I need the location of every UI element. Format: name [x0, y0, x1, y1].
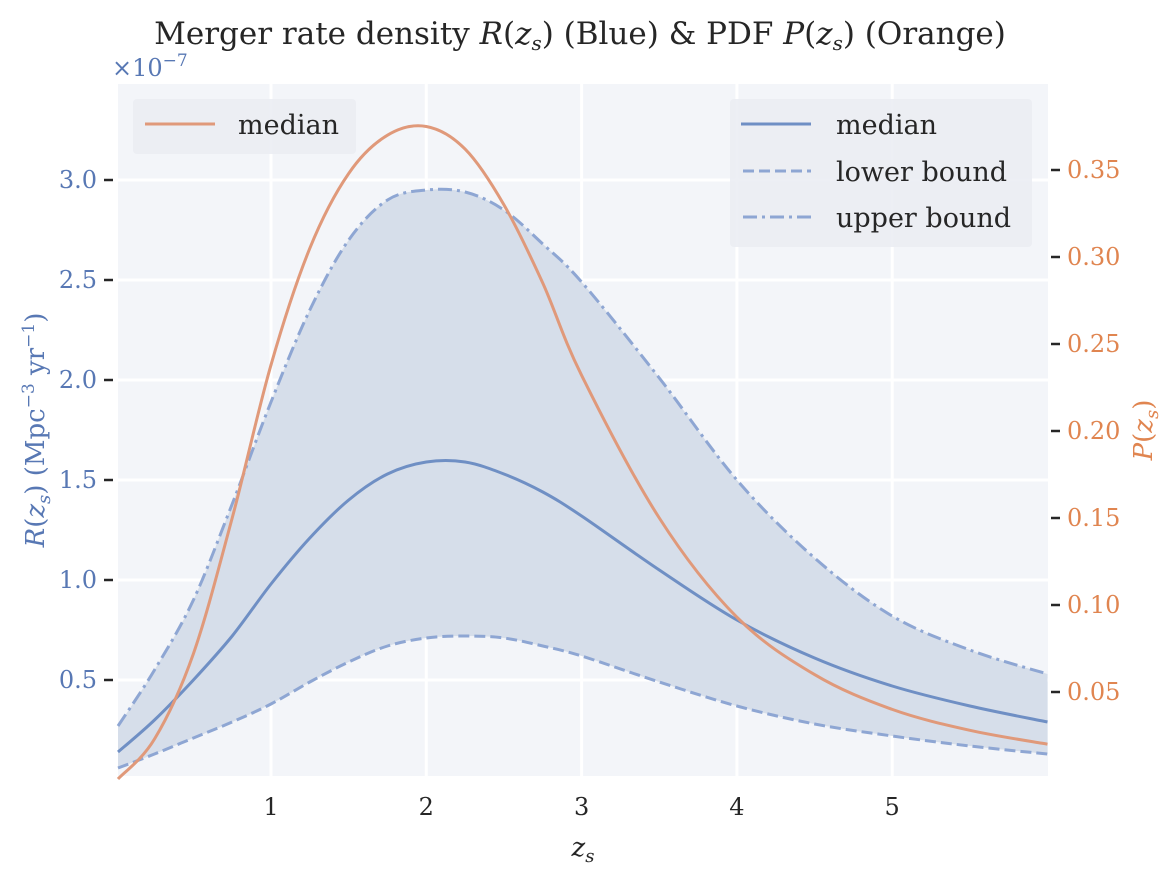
x-axis-ticks: 1 2 3 4 5: [263, 793, 899, 821]
left-y-tick-label: 2.0: [59, 366, 97, 394]
right-y-tick-label: 0.15: [1067, 504, 1120, 532]
right-y-tick-label: 0.10: [1067, 591, 1120, 619]
x-tick-label: 2: [419, 793, 434, 821]
right-y-tick-label: 0.25: [1067, 330, 1120, 358]
legend-label-pdf-median: median: [238, 110, 339, 141]
pdf-median-line: [116, 124, 1048, 781]
right-y-tick-label: 0.30: [1067, 243, 1120, 271]
left-y-tick-label: 1.5: [59, 466, 97, 494]
lower-bound-line: [117, 634, 1048, 770]
x-tick-label: 4: [729, 793, 744, 821]
left-y-tick-label: 0.5: [59, 666, 97, 694]
x-axis-label: zs: [571, 833, 595, 867]
right-y-tick-label: 0.05: [1067, 678, 1120, 706]
left-y-tick-label: 1.0: [59, 566, 97, 594]
median-rate-line: [117, 459, 1048, 754]
x-tick-label: 3: [574, 793, 589, 821]
left-y-axis-label: R(zs) (Mpc−3 yr−1): [19, 313, 55, 549]
legend-pdf: median: [133, 99, 356, 154]
left-axis-multiplier: ×10−7: [112, 51, 188, 82]
left-y-tick-label: 3.0: [59, 166, 97, 194]
left-y-tick-label: 2.5: [59, 266, 97, 294]
legend-label-lower-bound: lower bound: [836, 157, 1007, 188]
legend-rate: median lower bound upper bound: [730, 99, 1032, 247]
right-y-tick-label: 0.20: [1067, 417, 1120, 445]
right-y-tick-label: 0.35: [1067, 156, 1120, 184]
x-tick-label: 1: [263, 793, 278, 821]
chart-title: Merger rate density R(zs) (Blue) & PDF P…: [154, 16, 1006, 55]
right-y-axis-ticks: 0.05 0.10 0.15 0.20 0.25 0.30 0.35: [1051, 156, 1120, 706]
left-y-axis-ticks: 0.5 1.0 1.5 2.0 2.5 3.0: [59, 166, 113, 694]
legend-label-upper-bound: upper bound: [836, 203, 1011, 234]
legend-label-median: median: [836, 110, 937, 141]
confidence-band: [118, 189, 1048, 769]
right-y-axis-label: P(zs): [1129, 400, 1163, 462]
upper-bound-line: [116, 187, 1048, 727]
x-tick-label: 5: [885, 793, 900, 821]
